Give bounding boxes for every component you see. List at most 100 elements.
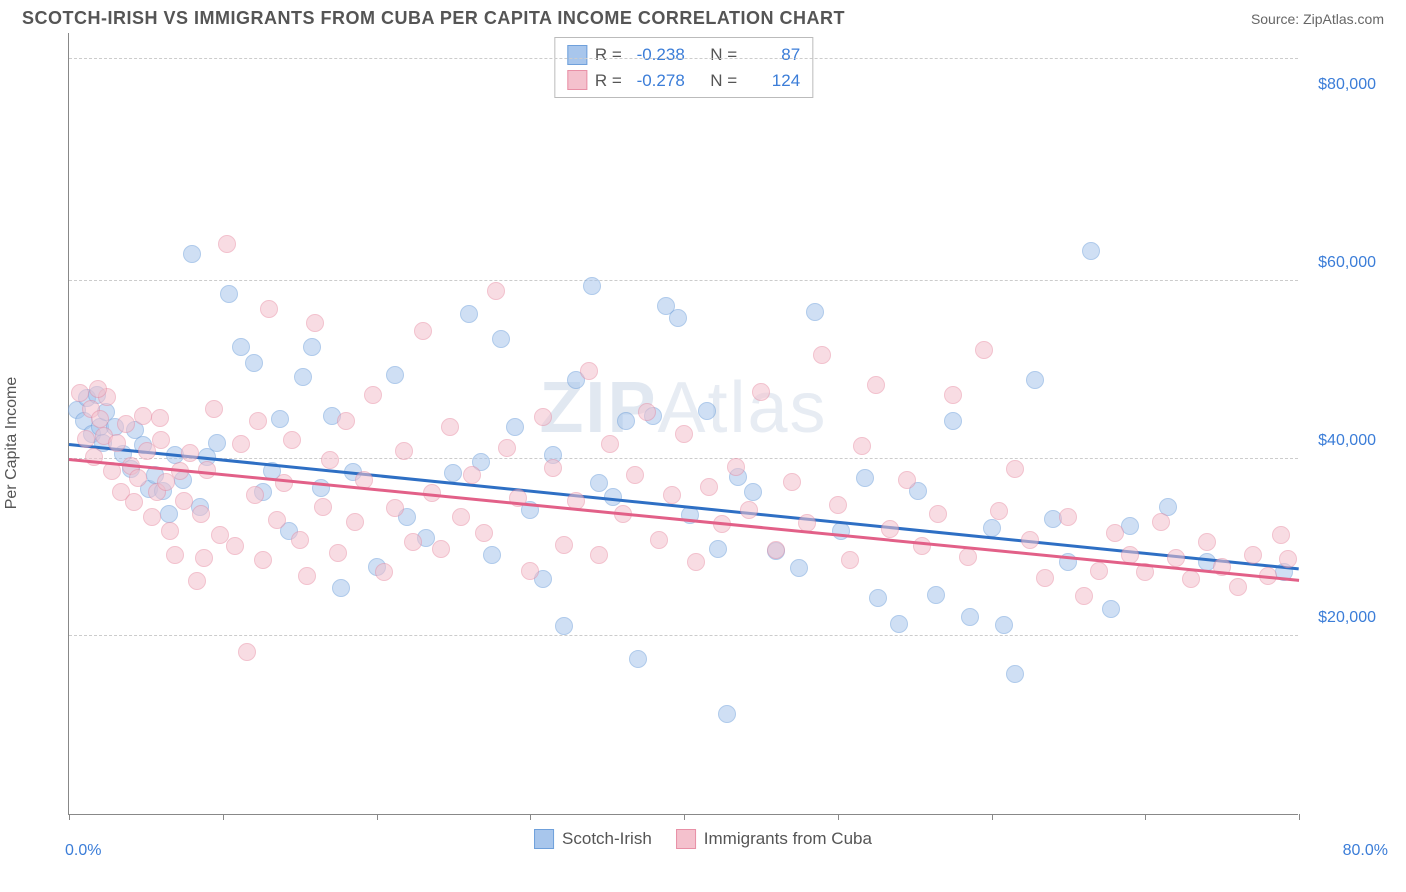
data-point [975,341,993,359]
chart-source: Source: ZipAtlas.com [1251,11,1384,27]
data-point [638,403,656,421]
data-point [444,464,462,482]
data-point [89,380,107,398]
trend-line [69,443,1299,570]
data-point [890,615,908,633]
data-point [1152,513,1170,531]
source-link[interactable]: ZipAtlas.com [1303,11,1384,27]
data-point [1102,600,1120,618]
source-prefix: Source: [1251,11,1303,27]
data-point [166,546,184,564]
data-point [1167,549,1185,567]
r-label: R = [595,68,622,94]
legend-swatch [676,829,696,849]
data-point [626,466,644,484]
legend-row: R = -0.278 N = 124 [567,68,800,94]
data-point [790,559,808,577]
data-point [483,546,501,564]
data-point [1021,531,1039,549]
data-point [71,384,89,402]
data-point [254,551,272,569]
data-point [1090,562,1108,580]
data-point [555,617,573,635]
x-tick [223,814,224,820]
data-point [475,524,493,542]
data-point [669,309,687,327]
data-point [232,338,250,356]
data-point [487,282,505,300]
data-point [929,505,947,523]
data-point [226,537,244,555]
data-point [432,540,450,558]
data-point [617,412,635,430]
chart-header: SCOTCH-IRISH VS IMMIGRANTS FROM CUBA PER… [0,0,1406,33]
data-point [175,492,193,510]
legend-swatch [567,45,587,65]
data-point [744,483,762,501]
data-point [452,508,470,526]
data-point [260,300,278,318]
data-point [1106,524,1124,542]
data-point [983,519,1001,537]
data-point [1075,587,1093,605]
data-point [506,418,524,436]
data-point [1198,533,1216,551]
data-point [160,505,178,523]
r-label: R = [595,42,622,68]
data-point [337,412,355,430]
data-point [306,314,324,332]
data-point [913,537,931,555]
data-point [832,522,850,540]
data-point [752,383,770,401]
y-tick-label: $60,000 [1306,254,1376,272]
legend-swatch [534,829,554,849]
data-point [853,437,871,455]
data-point [1026,371,1044,389]
data-point [238,643,256,661]
data-point [1279,550,1297,568]
data-point [1006,460,1024,478]
data-point [881,520,899,538]
legend-swatch [567,70,587,90]
data-point [283,431,301,449]
r-value: -0.278 [630,68,685,94]
data-point [675,425,693,443]
data-point [463,466,481,484]
data-point [441,418,459,436]
data-point [220,285,238,303]
data-point [245,354,263,372]
data-point [91,410,109,428]
data-point [143,508,161,526]
y-tick-label: $80,000 [1306,76,1376,94]
data-point [108,434,126,452]
y-axis-label: Per Capita Income [3,377,21,510]
gridline [69,635,1298,636]
data-point [386,366,404,384]
x-tick [1299,814,1300,820]
data-point [460,305,478,323]
data-point [161,522,179,540]
data-point [134,407,152,425]
n-label: N = [710,42,737,68]
gridline [69,280,1298,281]
series-legend: Scotch-IrishImmigrants from Cuba [534,823,872,855]
data-point [268,511,286,529]
data-point [629,650,647,668]
data-point [294,368,312,386]
data-point [246,486,264,504]
data-point [806,303,824,321]
data-point [346,513,364,531]
data-point [232,435,250,453]
data-point [1182,570,1200,588]
x-tick [530,814,531,820]
data-point [783,473,801,491]
data-point [181,444,199,462]
data-point [687,553,705,571]
data-point [183,245,201,263]
y-tick-label: $20,000 [1306,609,1376,627]
n-label: N = [710,68,737,94]
legend-label: Immigrants from Cuba [704,829,872,849]
data-point [303,338,321,356]
data-point [321,451,339,469]
x-tick [992,814,993,820]
